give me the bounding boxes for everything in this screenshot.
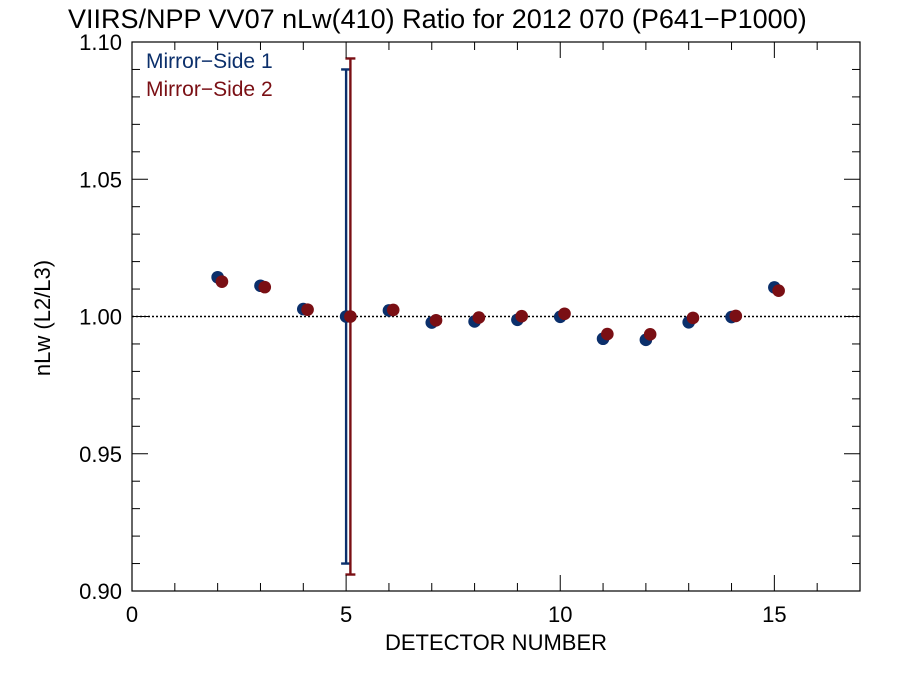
- data-point-series-2: [558, 307, 571, 321]
- y-axis-label: nLw (L2/L3): [30, 260, 55, 376]
- y-tick-label: 1.00: [79, 305, 122, 330]
- data-point-series-2: [386, 303, 400, 317]
- y-tick-label: 1.10: [79, 30, 122, 55]
- y-tick-label: 0.95: [79, 442, 122, 467]
- data-point-series-2: [729, 309, 743, 323]
- legend-item-mirror-side-1: Mirror−Side 1: [146, 50, 273, 73]
- legend: Mirror−Side 1 Mirror−Side 2: [146, 50, 273, 101]
- data-point-series-2: [515, 309, 528, 323]
- y-tick-label: 1.05: [79, 167, 122, 192]
- x-tick-label: 0: [126, 602, 138, 627]
- data-point-series-2: [472, 311, 486, 324]
- y-tick-label: 0.90: [79, 579, 122, 604]
- data-point-series-2: [344, 310, 357, 323]
- x-tick-label: 15: [762, 602, 786, 627]
- data-point-series-2: [301, 303, 314, 316]
- legend-item-mirror-side-2: Mirror−Side 2: [146, 78, 273, 101]
- plot-area: [131, 41, 861, 592]
- x-tick-label: 5: [340, 602, 352, 627]
- data-point-series-2: [215, 275, 229, 288]
- chart-title: VIIRS/NPP VV07 nLw(410) Ratio for 2012 0…: [68, 4, 807, 34]
- x-axis-label: DETECTOR NUMBER: [385, 630, 607, 655]
- x-tick-label: 10: [548, 602, 572, 627]
- data-point-series-2: [686, 311, 700, 325]
- data-point-series-2: [429, 314, 443, 327]
- axis-ticks: 0 5 10 15 0.90 0.95 1.00 1.05 1.10: [79, 30, 861, 627]
- data-point-series-2: [643, 328, 657, 341]
- data-point-series-2: [258, 280, 272, 294]
- data-point-series-2: [772, 284, 785, 297]
- data-point-series-2: [601, 327, 614, 341]
